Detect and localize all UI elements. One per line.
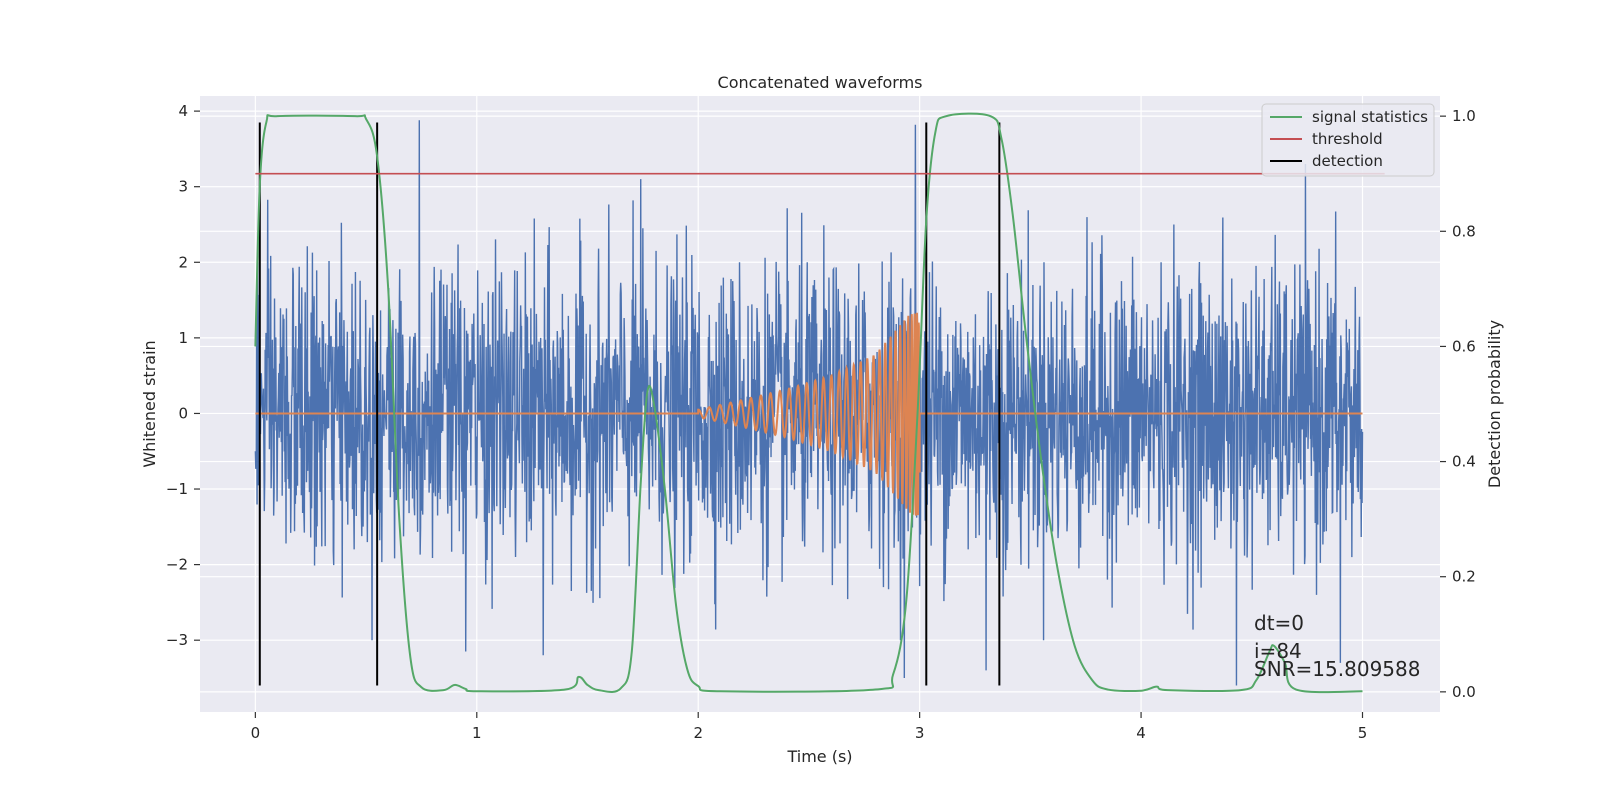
y-axis-ticks: −3 −2 −1 0 1 2 3 4: [166, 102, 200, 649]
plot-area: [254, 112, 1364, 694]
y-tick-label: −2: [166, 556, 188, 574]
x-axis-ticks: 0 1 2 3 4 5: [251, 712, 1368, 742]
legend-label-threshold: threshold: [1312, 130, 1383, 148]
x-tick-label: 5: [1358, 724, 1368, 742]
x-tick-label: 4: [1136, 724, 1146, 742]
y-tick-label: 3: [178, 178, 188, 196]
annotation-dt: dt=0: [1254, 611, 1304, 635]
legend-box: [1261, 103, 1435, 177]
legend-label-signal: signal statistics: [1312, 108, 1428, 126]
injected-waveform-series: [255, 312, 1363, 516]
y-tick-label: −3: [166, 631, 188, 649]
annotation-index: i=84: [1254, 639, 1302, 663]
y-tick-label: 4: [178, 102, 188, 120]
y-right-tick-label: 0.8: [1452, 222, 1476, 240]
annotation-snr: SNR=15.809588: [1254, 657, 1420, 681]
y-tick-label: −1: [166, 480, 188, 498]
x-tick-label: 2: [693, 724, 703, 742]
y-tick-label: 0: [178, 404, 188, 422]
whitened-strain-series: [254, 120, 1364, 686]
y-right-axis-label: Detection probability: [1485, 320, 1504, 488]
chart-title: Concatenated waveforms: [718, 73, 923, 92]
y-right-tick-label: 0.6: [1452, 337, 1476, 355]
detection-lines: [258, 122, 1001, 686]
y-right-tick-label: 0.2: [1452, 568, 1476, 586]
signal-statistics-series: [254, 112, 1363, 694]
y-right-tick-label: 0.0: [1452, 683, 1476, 701]
x-tick-label: 0: [251, 724, 261, 742]
legend-label-detection: detection: [1312, 152, 1383, 170]
y-right-axis-ticks: 0.0 0.2 0.4 0.6 0.8 1.0: [1440, 107, 1476, 701]
y-axis-label: Whitened strain: [140, 340, 159, 467]
x-tick-label: 3: [915, 724, 925, 742]
y-right-tick-label: 1.0: [1452, 107, 1476, 125]
y-tick-label: 1: [178, 329, 188, 347]
y-right-tick-label: 0.4: [1452, 453, 1476, 471]
y-tick-label: 2: [178, 253, 188, 271]
x-tick-label: 1: [472, 724, 482, 742]
legend: signal statistics threshold detection: [1261, 103, 1435, 177]
x-axis-label: Time (s): [786, 747, 852, 766]
